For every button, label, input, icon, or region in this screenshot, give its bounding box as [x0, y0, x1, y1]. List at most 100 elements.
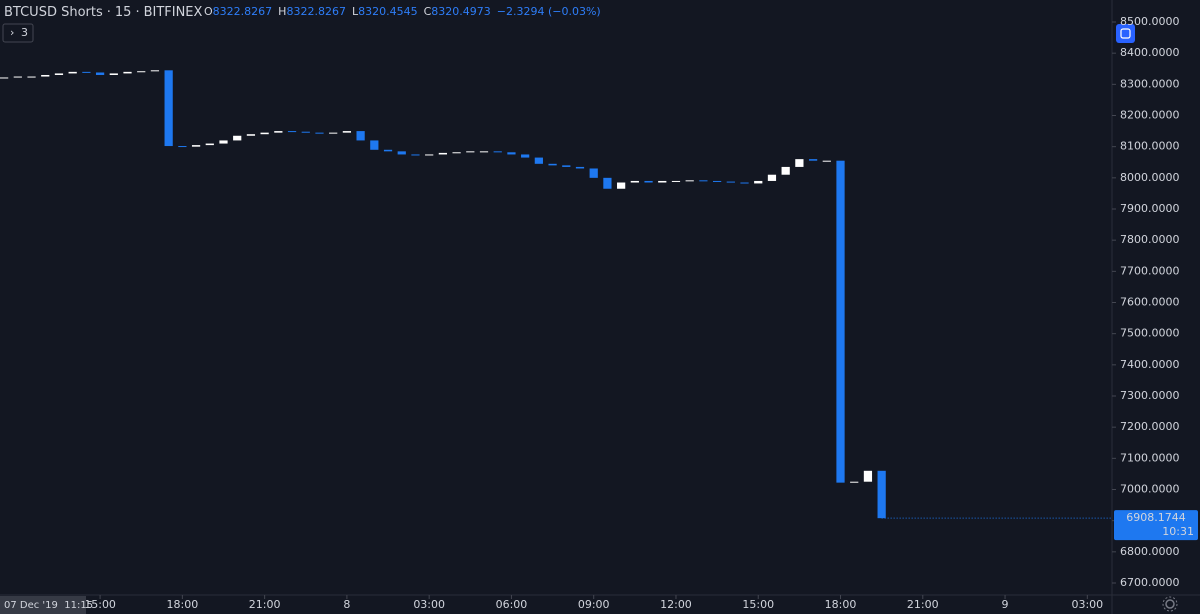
candle-body [301, 131, 310, 133]
auto-scale-button[interactable] [1116, 24, 1135, 43]
y-tick-label: 8100.0000 [1120, 140, 1180, 153]
candle-body [822, 160, 831, 162]
y-tick-label: 8000.0000 [1120, 171, 1180, 184]
candle-body [233, 135, 242, 141]
symbol-title: BTCUSD Shorts · 15 · BITFINEX [4, 5, 203, 20]
x-tick-label: 18:00 [825, 598, 857, 611]
candle-body [836, 160, 845, 483]
ohlc-values: O8322.8267 H8322.8267 L8320.4545 C8320.4973… [204, 5, 601, 18]
candle-body [109, 73, 118, 75]
candle-body [370, 140, 379, 150]
chevron: › [10, 26, 14, 39]
y-tick-label: 8200.0000 [1120, 109, 1180, 122]
candle-body [603, 177, 612, 189]
y-tick-label: 7800.0000 [1120, 233, 1180, 246]
candle-body [699, 180, 708, 182]
symbol: BTCUSD Shorts [4, 5, 103, 20]
candle-body [178, 146, 187, 148]
y-tick-label: 8400.0000 [1120, 46, 1180, 59]
y-tick-label: 7600.0000 [1120, 296, 1180, 309]
candle-body [95, 72, 105, 75]
candle-body [507, 152, 516, 155]
x-tick-label: 21:00 [907, 598, 939, 611]
candle-body [260, 132, 269, 135]
candles [0, 70, 886, 519]
candle-body [137, 71, 146, 73]
y-tick-label: 6700.0000 [1120, 576, 1180, 589]
y-tick-label: 7100.0000 [1120, 451, 1180, 464]
candle-body [123, 71, 132, 74]
candle-body [68, 71, 77, 74]
x-tick-label: 15:00 [742, 598, 774, 611]
candle-body [671, 180, 681, 182]
candle-body [246, 134, 256, 136]
y-tick-label: 8300.0000 [1120, 77, 1180, 90]
candle-body [383, 149, 393, 152]
candle-body [150, 70, 160, 72]
candle-body [795, 159, 804, 167]
candle-body [342, 131, 352, 133]
candle-body [740, 182, 749, 184]
crosshair-date: 07 Dec '19 11:15 [4, 600, 93, 611]
candle-body [521, 154, 530, 158]
crosshair-date-box [0, 596, 86, 614]
y-tick-label: 7900.0000 [1120, 202, 1180, 215]
candle-body [548, 163, 557, 166]
indicator-count: 3 [21, 26, 28, 39]
x-tick-label: 03:00 [413, 598, 445, 611]
countdown-label: 10:31 [1162, 525, 1194, 538]
candle-body [630, 180, 639, 183]
y-tick-label: 7000.0000 [1120, 483, 1180, 496]
candle-body [329, 132, 338, 134]
legend-header: BTCUSD Shorts · 15 · BITFINEX O8322.8267 H832… [4, 5, 601, 20]
ohlc-value: 8320.4973 [431, 5, 491, 18]
x-tick-label: 09:00 [578, 598, 610, 611]
last-price-label: 6908.1744 [1126, 511, 1186, 524]
candle-body [274, 131, 283, 133]
candle-body [164, 70, 173, 147]
y-tick-label: 7200.0000 [1120, 420, 1180, 433]
candle-body [712, 180, 722, 182]
ohlc-key: C [424, 5, 432, 18]
x-tick-label: 21:00 [249, 598, 281, 611]
x-tick-label: 12:00 [660, 598, 692, 611]
candle-body [479, 151, 489, 153]
y-tick-label: 7700.0000 [1120, 264, 1180, 277]
y-tick-label: 7300.0000 [1120, 389, 1180, 402]
x-tick-label: 03:00 [1071, 598, 1103, 611]
x-tick-label: 15:00 [84, 598, 116, 611]
candle-body [356, 131, 365, 141]
candle-body [425, 154, 434, 156]
candle-body [27, 76, 36, 78]
candle-body [644, 180, 653, 183]
x-tick-label: 18:00 [167, 598, 199, 611]
settings-gear[interactable] [1162, 596, 1178, 612]
x-tick-label: 9 [1002, 598, 1009, 611]
candle-body [863, 470, 873, 482]
candle-body [397, 151, 406, 155]
candle-body [877, 470, 886, 519]
candle-body [13, 76, 22, 78]
candle-body [191, 145, 201, 147]
ohlc-value: 8322.8267 [286, 5, 346, 18]
candle-body [411, 154, 420, 156]
candle-body [754, 180, 763, 184]
candle-body [219, 140, 228, 144]
ohlc-value: 8322.8267 [213, 5, 273, 18]
y-tick-label: 7400.0000 [1120, 358, 1180, 371]
indicators-toggle[interactable]: › 3 [2, 23, 34, 43]
candle-body [534, 157, 543, 164]
candle-body [493, 151, 502, 153]
x-tick-label: 06:00 [496, 598, 528, 611]
ohlc-key: H [278, 5, 286, 18]
separator: · [135, 5, 139, 20]
candle-body [617, 182, 626, 189]
candle-body [82, 71, 91, 73]
ohlc-key: L [352, 5, 359, 18]
candle-body [452, 152, 461, 154]
candle-body [589, 168, 598, 178]
change: −2.3294 (−0.03%) [497, 5, 601, 18]
candle-body [726, 181, 735, 183]
candle-body [0, 77, 9, 79]
